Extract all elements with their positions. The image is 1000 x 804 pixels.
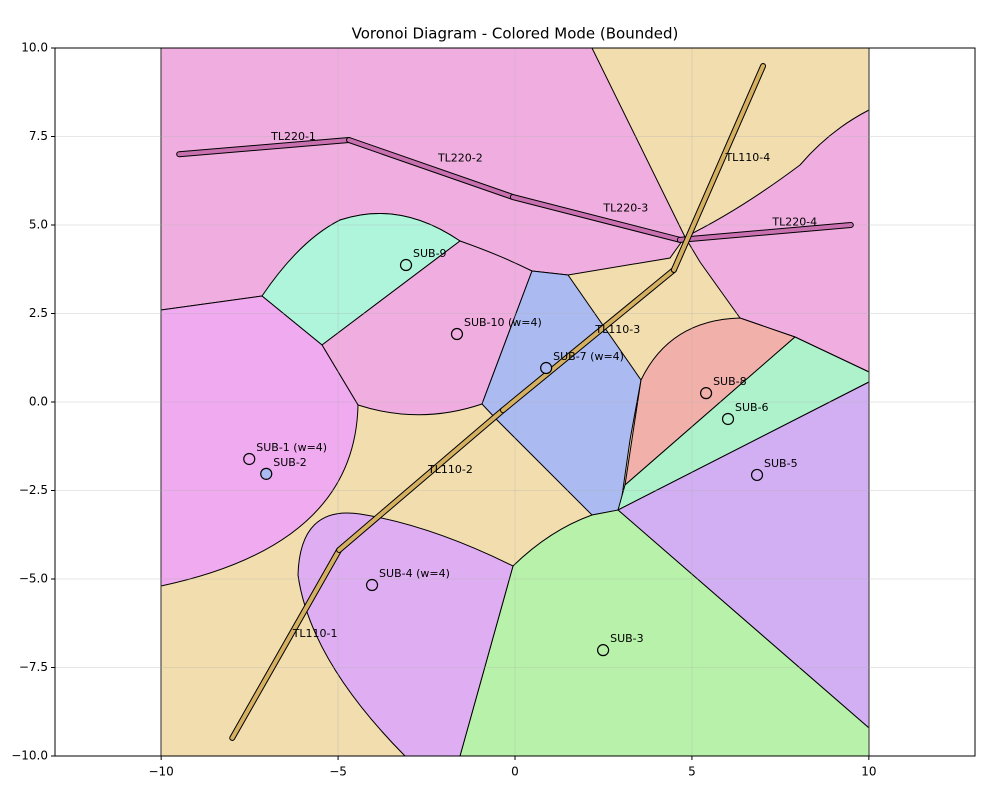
y-tick-label: 7.5 <box>29 129 48 143</box>
y-tick-label: 0.0 <box>29 395 48 409</box>
region <box>624 317 796 487</box>
line-label: TL220-4 <box>771 215 817 228</box>
y-tick-label: −7.5 <box>19 660 48 674</box>
y-tick-label: −2.5 <box>19 483 48 497</box>
substation-label: SUB-8 <box>713 375 747 388</box>
substation-label: SUB-2 <box>273 456 307 469</box>
transmission-line <box>347 138 515 200</box>
transmission-line <box>677 223 853 242</box>
y-tick-label: −5.0 <box>19 572 48 586</box>
y-tick-label: 10.0 <box>21 41 48 55</box>
substation-label: SUB-5 <box>764 457 798 470</box>
line-label: TL220-2 <box>437 152 483 165</box>
substation-label: SUB-4 (w=4) <box>379 567 450 580</box>
x-tick-label: −10 <box>148 765 173 779</box>
region <box>684 109 870 373</box>
line-label: TL110-2 <box>427 463 473 476</box>
substation <box>699 387 713 400</box>
y-tick-label: 2.5 <box>29 306 48 320</box>
substation-label: SUB-10 (w=4) <box>464 316 542 329</box>
substation <box>721 412 735 426</box>
x-tick-label: −5 <box>329 765 347 779</box>
region <box>160 295 359 587</box>
x-tick-label: 5 <box>688 765 696 779</box>
substation-label: SUB-7 (w=4) <box>553 350 624 363</box>
transmission-line <box>337 408 505 552</box>
transmission-line <box>230 547 342 740</box>
substation <box>399 258 413 272</box>
substation <box>450 327 464 341</box>
substation-label: SUB-9 <box>413 247 447 260</box>
transmission-line <box>510 195 682 242</box>
substation <box>243 452 256 466</box>
substation <box>260 467 273 480</box>
transmission-line <box>177 138 352 157</box>
line-label: TL220-1 <box>270 130 316 143</box>
region <box>459 509 870 757</box>
line-label: TL110-4 <box>724 151 770 164</box>
region <box>261 212 461 346</box>
x-tick-label: 0 <box>511 765 519 779</box>
substation-label: SUB-1 (w=4) <box>256 441 327 454</box>
substation <box>365 578 379 592</box>
substation-label: SUB-3 <box>610 632 644 645</box>
region <box>297 512 514 757</box>
substation <box>597 644 610 657</box>
line-label: TL110-3 <box>594 323 640 336</box>
y-tick-label: 5.0 <box>29 218 48 232</box>
substation <box>750 468 764 482</box>
x-tick-label: 10 <box>861 765 876 779</box>
substation-label: SUB-6 <box>735 401 769 414</box>
substation <box>540 361 553 375</box>
y-tick-label: −10.0 <box>11 749 48 763</box>
line-label: TL110-1 <box>292 627 338 640</box>
line-label: TL220-3 <box>602 201 648 214</box>
transmission-line <box>671 64 766 272</box>
transmission-line <box>500 267 676 413</box>
chart-title: Voronoi Diagram - Colored Mode (Bounded) <box>352 25 679 43</box>
